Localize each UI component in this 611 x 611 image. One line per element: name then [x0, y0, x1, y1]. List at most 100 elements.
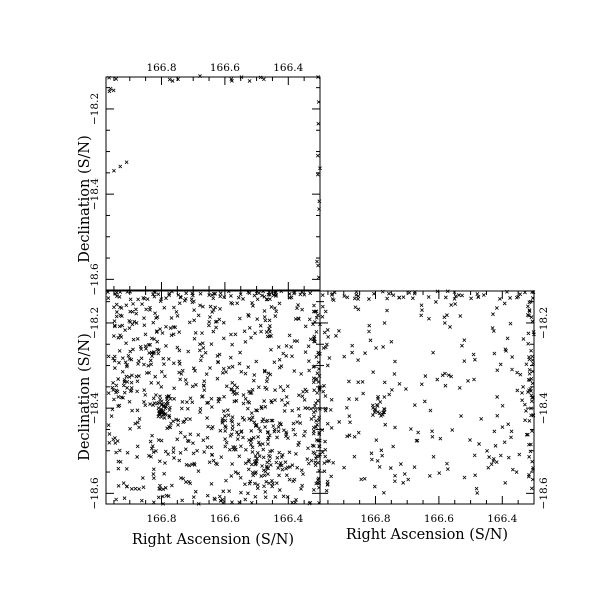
scatter-point-bottom-right-185: [431, 350, 435, 355]
scatter-point-bottom-left-63: [273, 398, 277, 403]
scatter-point-bottom-left-873: [144, 307, 149, 312]
scatter-point-bottom-left-93: [200, 331, 204, 336]
scatter-point-bottom-left-330: [224, 440, 229, 445]
scatter-point-bottom-right-230: [330, 297, 335, 301]
scatter-point-bottom-left-139: [172, 386, 177, 391]
scatter-point-bottom-right-23: [502, 301, 507, 306]
scatter-point-bottom-right-87: [508, 321, 513, 326]
scatter-point-bottom-left-811: [284, 473, 289, 478]
scatter-point-bottom-left-479: [116, 483, 121, 488]
scatter-point-bottom-left-79: [236, 471, 241, 476]
scatter-point-bottom-right-73: [494, 306, 499, 310]
scatter-point-bottom-left-18: [298, 421, 303, 426]
y-tick-label-bottom-left-0: −18.2: [89, 307, 101, 339]
scatter-point-bottom-right-131: [326, 335, 331, 339]
scatter-point-bottom-right-298: [325, 342, 329, 347]
scatter-point-bottom-right-92: [368, 338, 373, 343]
scatter-point-bottom-left-311: [258, 323, 263, 328]
scatter-point-bottom-right-223: [345, 295, 350, 300]
scatter-point-bottom-left-902: [142, 388, 147, 392]
scatter-point-bottom-left-706: [161, 409, 166, 414]
scatter-point-bottom-right-160: [527, 308, 532, 312]
scatter-point-bottom-right-8: [427, 473, 432, 478]
scatter-point-bottom-right-178: [382, 321, 387, 325]
scatter-point-bottom-left-334: [171, 450, 176, 455]
scatter-point-bottom-left-872: [124, 374, 129, 379]
scatter-point-bottom-right-85: [428, 408, 433, 413]
scatter-point-bottom-right-93: [416, 430, 421, 435]
scatter-point-bottom-left-467: [128, 426, 132, 431]
scatter-point-bottom-left-338: [201, 384, 206, 388]
scatter-point-bottom-left-305: [171, 325, 176, 329]
scatter-point-bottom-left-363: [117, 448, 122, 453]
scatter-point-bottom-left-893: [143, 403, 148, 408]
scatter-point-bottom-left-176: [264, 379, 269, 384]
scatter-point-bottom-left-165: [112, 305, 116, 310]
scatter-point-bottom-right-232: [407, 290, 412, 295]
tick-labels-bottom-left: 166.8 166.6 166.4 −18.2 −18.4 −18.6: [89, 307, 304, 525]
x-tick-label-bottom-right-2: 166.4: [487, 513, 517, 525]
scatter-point-bottom-right-135: [419, 313, 424, 318]
scatter-point-bottom-right-61: [472, 453, 477, 458]
scatter-point-bottom-right-149: [457, 385, 462, 390]
scatter-point-bottom-left-447: [161, 356, 166, 361]
scatter-point-bottom-left-825: [253, 471, 258, 476]
scatter-point-bottom-left-494: [186, 349, 191, 354]
scatter-point-bottom-left-593: [217, 494, 222, 499]
scatter-point-bottom-right-26: [427, 316, 431, 321]
scatter-point-bottom-right-282: [323, 309, 328, 314]
scatter-point-bottom-right-125: [369, 457, 374, 462]
scatter-point-bottom-left-378: [297, 413, 302, 418]
scatter-point-bottom-left-881: [155, 315, 160, 319]
scatter-point-bottom-left-275: [221, 489, 226, 494]
scatter-point-bottom-left-892: [156, 406, 161, 410]
scatter-point-bottom-left-855: [112, 354, 117, 359]
scatter-point-bottom-left-127: [169, 421, 173, 426]
scatter-point-bottom-right-14: [367, 329, 371, 334]
scatter-point-bottom-right-19: [509, 435, 513, 440]
scatter-point-bottom-left-659: [314, 456, 318, 461]
scatter-point-bottom-left-344: [277, 357, 282, 362]
scatter-point-bottom-right-75: [348, 420, 352, 425]
scatter-point-bottom-left-116: [221, 336, 226, 341]
scatter-point-bottom-left-20: [191, 451, 196, 456]
scatter-point-bottom-right-32: [392, 479, 397, 484]
scatter-point-bottom-right-67: [498, 362, 503, 367]
scatter-point-bottom-right-2: [356, 358, 360, 363]
scatter-point-bottom-left-870: [121, 383, 126, 388]
scatter-point-bottom-left-850: [112, 319, 117, 323]
scatter-point-bottom-left-278: [306, 446, 310, 451]
tick-labels-top-left: 166.8 166.6 166.4 −18.2 −18.4 −18.6: [89, 62, 304, 295]
scatter-point-bottom-left-714: [158, 394, 162, 399]
scatter-point-bottom-left-620: [122, 496, 127, 501]
scatter-point-bottom-left-464: [181, 420, 186, 425]
scatter-point-bottom-left-848: [120, 369, 125, 374]
scatter-point-bottom-right-91: [517, 452, 522, 457]
scatter-point-bottom-left-501: [287, 477, 292, 482]
scatter-point-bottom-right-37: [391, 444, 396, 449]
scatter-point-bottom-left-470: [162, 471, 167, 476]
scatter-point-bottom-right-186: [526, 331, 531, 336]
scatter-point-bottom-right-11: [347, 433, 352, 438]
tick-marks-bottom-right: [320, 291, 535, 504]
scatter-point-bottom-left-490: [210, 425, 215, 429]
scatter-point-bottom-left-34: [255, 486, 260, 491]
scatter-point-bottom-left-510: [151, 450, 156, 455]
scatter-point-bottom-left-45: [243, 482, 247, 487]
scatter-point-bottom-left-509: [221, 366, 226, 371]
scatter-point-bottom-right-300: [322, 461, 327, 466]
scatter-point-bottom-left-435: [177, 359, 182, 364]
scatter-point-bottom-left-822: [247, 438, 251, 442]
scatter-point-bottom-right-45: [437, 471, 442, 475]
y-tick-label-bottom-right-2: −18.6: [538, 477, 550, 509]
scatter-point-bottom-left-584: [156, 292, 161, 297]
scatter-point-bottom-left-281: [198, 410, 202, 414]
scatter-point-bottom-right-129: [393, 359, 397, 364]
scatter-point-bottom-left-233: [295, 465, 300, 470]
scatter-point-bottom-right-56: [495, 413, 500, 418]
scatter-point-bottom-left-167: [209, 396, 214, 401]
scatter-point-bottom-left-207: [278, 461, 283, 465]
scatter-point-bottom-left-375: [314, 329, 319, 334]
scatter-point-bottom-right-322: [381, 410, 386, 415]
scatter-point-bottom-left-132: [292, 339, 297, 343]
